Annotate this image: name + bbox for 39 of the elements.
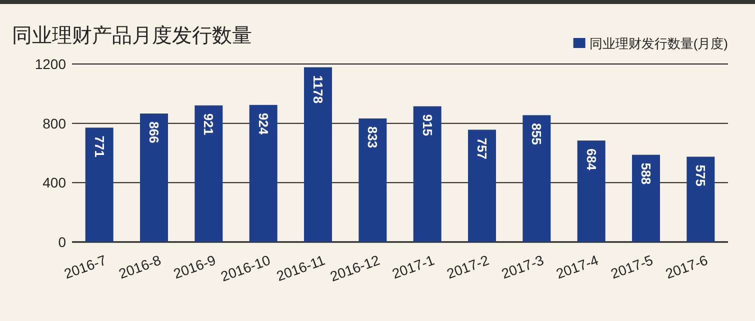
bar xyxy=(358,118,387,242)
x-tick-label: 2017-1 xyxy=(390,252,437,282)
bar xyxy=(522,115,551,242)
x-tick-label: 2016-8 xyxy=(116,252,164,282)
x-tick-label: 2016-7 xyxy=(62,252,109,282)
data-label: 866 xyxy=(146,122,162,144)
x-tick-label: 2017-2 xyxy=(444,252,492,282)
data-label: 575 xyxy=(693,164,708,186)
data-label: 757 xyxy=(474,138,490,160)
data-label: 833 xyxy=(365,126,380,148)
x-tick-label: 2017-3 xyxy=(499,252,546,282)
data-label: 1178 xyxy=(310,75,326,104)
y-tick-label: 0 xyxy=(58,234,66,250)
bar xyxy=(85,128,114,242)
data-label: 855 xyxy=(529,123,544,145)
y-tick-label: 800 xyxy=(42,115,66,132)
x-tick-label: 2016-9 xyxy=(171,252,218,282)
legend-label: 同业理财发行数量(月度) xyxy=(589,36,728,51)
data-label: 921 xyxy=(201,113,216,136)
data-label: 915 xyxy=(420,114,435,136)
bar xyxy=(140,114,168,242)
x-tick-label: 2017-5 xyxy=(608,252,656,282)
chart-title: 同业理财产品月度发行数量 xyxy=(12,25,252,47)
bar xyxy=(413,106,442,242)
bar xyxy=(194,105,223,242)
data-label: 924 xyxy=(256,112,271,136)
x-tick-label: 2017-6 xyxy=(663,252,710,282)
data-label: 771 xyxy=(92,136,107,158)
bar xyxy=(577,140,606,242)
data-label: 588 xyxy=(638,162,654,184)
bar xyxy=(249,104,278,242)
y-tick-label: 1200 xyxy=(34,56,66,72)
data-label: 684 xyxy=(584,148,599,171)
x-tick-label: 2017-4 xyxy=(554,252,601,282)
bar xyxy=(304,67,332,242)
bar xyxy=(686,156,715,242)
bar xyxy=(632,154,660,242)
bar xyxy=(468,130,496,242)
y-tick-label: 400 xyxy=(42,174,66,191)
